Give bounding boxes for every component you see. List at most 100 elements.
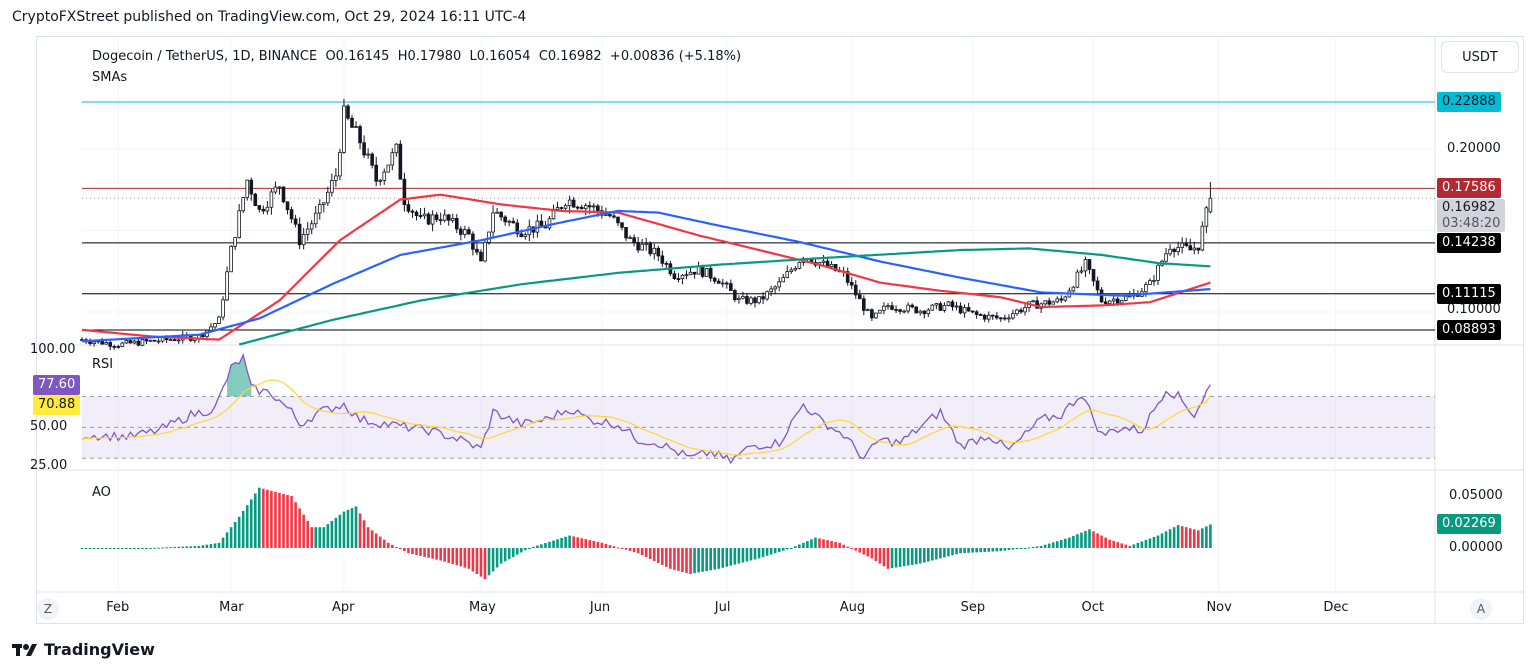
ao-bar-up xyxy=(84,548,88,549)
ao-bar-up xyxy=(935,548,938,560)
ao-bar-up xyxy=(185,546,189,548)
tradingview-logo-icon xyxy=(12,643,37,656)
candle-up xyxy=(777,281,781,288)
candle-down xyxy=(608,214,612,217)
candle-down xyxy=(612,215,616,218)
ao-bar-up xyxy=(761,548,765,558)
last-price-value: 0.16982 xyxy=(1442,200,1496,215)
ohlc-high: H0.17980 xyxy=(397,49,462,64)
candle-up xyxy=(821,260,826,264)
ao-bar-down xyxy=(415,548,418,556)
ao-bar-down xyxy=(290,496,293,548)
ao-bar-down xyxy=(1104,537,1107,548)
candle-down xyxy=(402,178,407,206)
candle-up xyxy=(229,245,233,273)
indicator-smas-label[interactable]: SMAs xyxy=(92,70,128,85)
candle-up xyxy=(241,197,246,212)
ao-bar-up xyxy=(205,544,209,548)
candle-up xyxy=(640,243,644,251)
candle-down xyxy=(1035,300,1039,309)
candle-up xyxy=(1043,300,1047,305)
candle-up xyxy=(338,151,342,177)
candle-up xyxy=(1111,298,1116,302)
time-axis-label: Mar xyxy=(219,600,244,615)
ao-bar-up xyxy=(741,548,745,563)
ao-bar-up xyxy=(1132,544,1136,548)
ao-bar-up xyxy=(785,548,789,550)
ao-bar-up xyxy=(141,548,144,549)
ao-bar-up xyxy=(100,548,104,549)
candle-down xyxy=(990,314,995,317)
ao-bar-up xyxy=(971,548,974,553)
ao-bar-up xyxy=(233,522,237,548)
symbol-name[interactable]: Dogecoin / TetherUS, 1D, BINANCE xyxy=(92,49,318,64)
candle-up xyxy=(507,220,511,223)
ao-bar-up xyxy=(1011,548,1015,550)
candle-up xyxy=(737,297,741,301)
currency-button[interactable]: USDT xyxy=(1441,41,1519,73)
ao-bar-down xyxy=(1100,535,1103,548)
ao-bar-down xyxy=(435,548,438,560)
candle-down xyxy=(410,210,415,213)
price-tick-label: 0.20000 xyxy=(1447,141,1501,157)
ao-bar-down xyxy=(850,548,854,549)
candle-up xyxy=(354,126,358,128)
candle-down xyxy=(853,284,858,296)
ao-bar-up xyxy=(181,546,185,548)
candle-up xyxy=(962,307,967,314)
candle-up xyxy=(1204,207,1209,227)
candle-down xyxy=(745,296,749,304)
candle-down xyxy=(285,201,290,211)
candle-up xyxy=(104,342,108,345)
candle-down xyxy=(136,340,141,346)
candle-down xyxy=(579,206,584,210)
ao-bar-up xyxy=(1055,541,1059,548)
ao-bar-down xyxy=(580,538,584,548)
tradingview-logo[interactable]: TradingView xyxy=(12,640,155,659)
ao-bar-up xyxy=(511,548,515,557)
candle-down xyxy=(1091,269,1096,282)
candle-down xyxy=(438,219,443,222)
ao-bar-up xyxy=(798,544,801,548)
ao-bar-up xyxy=(1144,539,1148,548)
candle-up xyxy=(942,305,947,311)
ao-bar-down xyxy=(439,548,442,561)
rsi-title[interactable]: RSI xyxy=(92,357,114,372)
ao-bar-up xyxy=(354,506,358,548)
ao-bar-down xyxy=(419,548,422,556)
ohlc-low: L0.16054 xyxy=(469,49,531,64)
ao-bar-up xyxy=(947,548,950,557)
ao-bar-down xyxy=(656,548,660,563)
last-price-label: 0.16982 03:48:20 xyxy=(1437,199,1506,232)
candle-up xyxy=(954,305,959,308)
candle-down xyxy=(898,309,902,312)
candle-down xyxy=(503,216,507,223)
ao-bar-up xyxy=(995,548,999,552)
candle-down xyxy=(849,282,854,286)
candle-up xyxy=(378,179,383,182)
ao-bar-up xyxy=(536,545,539,548)
ao-bar-up xyxy=(806,541,809,548)
ao-bar-down xyxy=(882,548,886,567)
ao-tick-label: 0.05000 xyxy=(1449,488,1503,503)
ao-title[interactable]: AO xyxy=(92,485,111,500)
candle-up xyxy=(1075,271,1080,288)
candle-up xyxy=(342,105,346,153)
ao-bar-up xyxy=(225,532,229,548)
price-change: +0.00836 (+5.18%) xyxy=(609,49,742,64)
ao-bar-up xyxy=(781,548,785,551)
ao-bar-up xyxy=(528,548,531,549)
ao-bar-down xyxy=(818,538,821,548)
ao-bar-up xyxy=(322,527,326,548)
auto-scale-button[interactable]: A xyxy=(1470,598,1492,620)
ao-bar-up xyxy=(1201,528,1204,548)
price-level-label: 0.11115 xyxy=(1437,283,1501,304)
candle-up xyxy=(273,186,278,193)
ao-bar-up xyxy=(1176,525,1180,548)
timezone-button[interactable]: Z xyxy=(37,598,59,620)
candle-down xyxy=(446,214,451,221)
ao-bar-down xyxy=(838,542,841,548)
ao-bar-down xyxy=(628,548,632,551)
candle-up xyxy=(1148,280,1152,286)
